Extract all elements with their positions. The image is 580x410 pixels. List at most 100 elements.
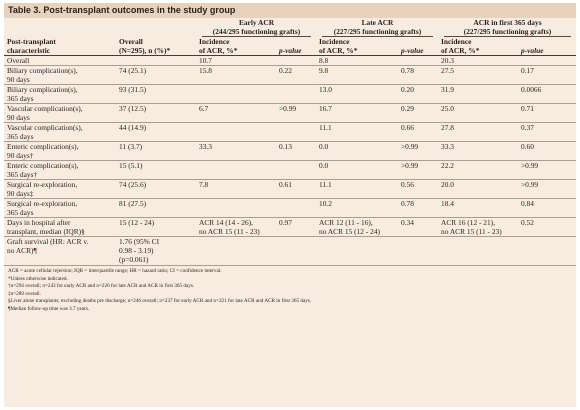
late-incidence: 16.7 — [316, 103, 398, 123]
col-header-pvalue: p-value — [276, 37, 316, 56]
late-incidence: 11.1 — [316, 179, 398, 199]
late-incidence: 8.8 — [316, 55, 398, 66]
overall-value: 15 (5.1) — [116, 160, 196, 180]
overall-value: 37 (12.5) — [116, 103, 196, 123]
first-year-incidence: 31.9 — [438, 84, 518, 104]
col-header-incidence: Incidence of ACR, %* — [196, 37, 276, 56]
early-incidence: 6.7 — [196, 103, 276, 123]
table-row: Enteric complication(s), 90 days† 11 (3.7)… — [4, 141, 576, 161]
early-pvalue: 0.22 — [276, 65, 316, 85]
early-incidence — [196, 198, 276, 218]
late-incidence: ACR 12 (11 - 16), no ACR 15 (12 - 24) — [316, 217, 398, 237]
early-incidence: 33.3 — [196, 141, 276, 161]
first-year-pvalue: >0.99 — [518, 160, 576, 180]
col-header-pvalue: p-value — [398, 37, 438, 56]
group-header-first-year: ACR in first 365 days (227/295 functionin… — [438, 18, 576, 37]
col-header-overall: Overall (N=295), n (%)* — [116, 37, 196, 56]
late-pvalue: >0.99 — [398, 141, 438, 161]
overall-value: 74 (25.1) — [116, 65, 196, 85]
first-year-pvalue: 0.0066 — [518, 84, 576, 104]
overall-value — [116, 55, 196, 66]
first-year-pvalue: 0.84 — [518, 198, 576, 218]
late-pvalue: 0.34 — [398, 217, 438, 237]
late-pvalue: 0.66 — [398, 122, 438, 142]
table-panel: Table 3. Post-transplant outcomes in the… — [4, 3, 576, 407]
first-year-pvalue: 0.71 — [518, 103, 576, 123]
table-title: Table 3. Post-transplant outcomes in the… — [4, 3, 576, 18]
col-header-pvalue: p-value — [518, 37, 576, 56]
col-header-incidence: Incidence of ACR, %* — [316, 37, 398, 56]
row-label: Surgical re-exploration, 90 days‡ — [4, 179, 116, 199]
group-header-early: Early ACR (244/295 functioning grafts) — [196, 18, 316, 37]
row-label: Vascular complication(s), 90 days — [4, 103, 116, 123]
first-year-incidence: ACR 16 (12 - 21), no ACR 15 (11 - 23) — [438, 217, 518, 237]
first-year-pvalue: >0.99 — [518, 179, 576, 199]
row-label: Surgical re-exploration, 365 days — [4, 198, 116, 218]
table-row: Biliary complication(s), 90 days 74 (25.1)… — [4, 65, 576, 85]
row-label: Days in hospital after transplant, median… — [4, 217, 116, 237]
row-label: Vascular complication(s), 365 days — [4, 122, 116, 142]
early-incidence: 15.8 — [196, 65, 276, 85]
first-year-incidence: 18.4 — [438, 198, 518, 218]
footnotes: ACR = acute cellular rejection; IQR = in… — [4, 265, 576, 316]
row-label: Graft survival (HR: ACR v. no ACR)¶ — [4, 236, 116, 264]
early-incidence — [196, 122, 276, 142]
late-pvalue: 0.20 — [398, 84, 438, 104]
row-label: Enteric complication(s), 90 days† — [4, 141, 116, 161]
early-incidence — [196, 236, 276, 264]
overall-value: 44 (14.9) — [116, 122, 196, 142]
footnote: ‡n=289 overall. — [8, 290, 41, 297]
late-pvalue: 0.78 — [398, 198, 438, 218]
table-row: Vascular complication(s), 90 days 37 (12.5… — [4, 103, 576, 123]
late-pvalue: 0.56 — [398, 179, 438, 199]
late-incidence: 0.0 — [316, 141, 398, 161]
late-pvalue: 0.29 — [398, 103, 438, 123]
first-year-incidence — [438, 236, 518, 264]
footnote: ACR = acute cellular rejection; IQR = in… — [8, 268, 222, 274]
late-incidence: 13.0 — [316, 84, 398, 104]
first-year-incidence: 20.3 — [438, 55, 518, 66]
first-year-incidence: 33.3 — [438, 141, 518, 161]
footnote: *Unless otherwise indicated. — [8, 275, 68, 282]
early-pvalue: >0.99 — [276, 103, 316, 123]
early-pvalue — [276, 160, 316, 180]
early-pvalue: 0.61 — [276, 179, 316, 199]
outcomes-table: Early ACR (244/295 functioning grafts) La… — [4, 18, 576, 264]
overall-value: 11 (3.7) — [116, 141, 196, 161]
first-year-incidence: 27.8 — [438, 122, 518, 142]
col-header-incidence: Incidence of ACR, %* — [438, 37, 518, 56]
col-header-characteristic: Post-transplant characteristic — [4, 37, 116, 56]
table-row: Days in hospital after transplant, median… — [4, 217, 576, 237]
row-label: Biliary complication(s), 90 days — [4, 65, 116, 85]
footnote: †n=294 overall; n=243 for early ACR and … — [8, 283, 195, 290]
first-year-pvalue — [518, 236, 576, 264]
first-year-incidence: 27.5 — [438, 65, 518, 85]
table-row: Surgical re-exploration, 90 days‡ 74 (25.6… — [4, 179, 576, 199]
overall-value: 15 (12 - 24) — [116, 217, 196, 237]
early-incidence: ACR 14 (14 - 26), no ACR 15 (11 - 23) — [196, 217, 276, 237]
table-row: Vascular complication(s), 365 days 44 (14.… — [4, 122, 576, 142]
first-year-pvalue — [518, 55, 576, 66]
first-year-incidence: 25.0 — [438, 103, 518, 123]
first-year-incidence: 20.0 — [438, 179, 518, 199]
early-pvalue — [276, 55, 316, 66]
late-incidence: 0.0 — [316, 160, 398, 180]
row-label: Overall — [4, 55, 116, 66]
table-row: Graft survival (HR: ACR v. no ACR)¶ 1.76 (… — [4, 236, 576, 264]
overall-value: 1.76 (95% CI 0.98 - 3.19) (p=0.061) — [116, 236, 196, 264]
early-pvalue — [276, 84, 316, 104]
footnote: §Liver alone transplants; excluding deat… — [8, 298, 312, 305]
overall-value: 93 (31.5) — [116, 84, 196, 104]
table-row: Overall 10.7 8.8 20.3 — [4, 55, 576, 66]
first-year-pvalue: 0.37 — [518, 122, 576, 142]
late-incidence — [316, 236, 398, 264]
first-year-pvalue: 0.52 — [518, 217, 576, 237]
table-row: Biliary complication(s), 365 days 93 (31.5… — [4, 84, 576, 104]
late-incidence: 10.2 — [316, 198, 398, 218]
early-pvalue — [276, 236, 316, 264]
first-year-pvalue: 0.17 — [518, 65, 576, 85]
early-pvalue — [276, 198, 316, 218]
late-incidence: 11.1 — [316, 122, 398, 142]
late-pvalue: 0.78 — [398, 65, 438, 85]
early-pvalue: 0.97 — [276, 217, 316, 237]
